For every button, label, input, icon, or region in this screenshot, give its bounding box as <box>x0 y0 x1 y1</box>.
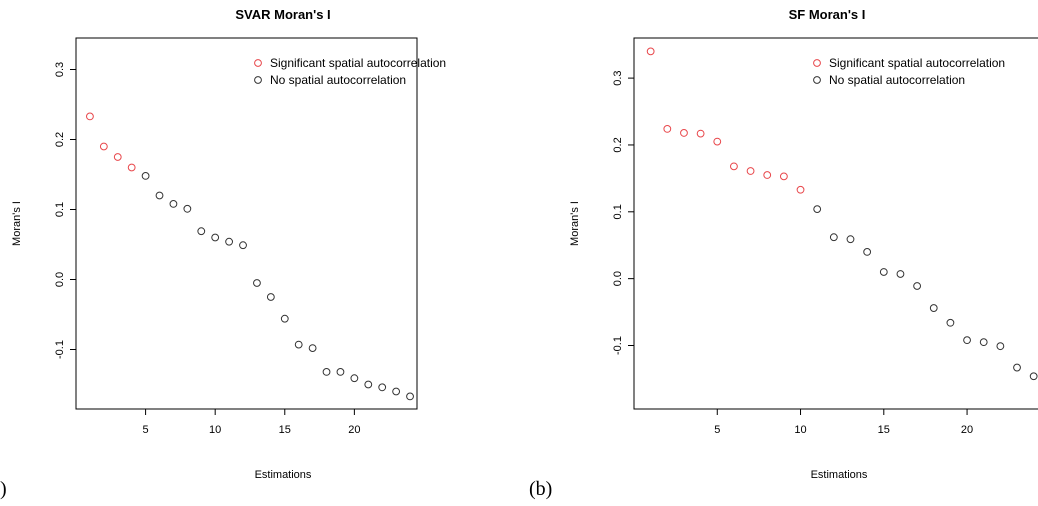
chart-b-point-not-significant <box>1029 372 1038 381</box>
chart-a-point-not-significant <box>211 233 220 242</box>
chart-b-point-not-significant <box>929 304 938 312</box>
chart-b-point-significant <box>746 167 755 175</box>
chart-a-x-axis-label: Estimations <box>255 469 312 481</box>
chart-a-y-axis-label: Moran's I <box>11 201 23 246</box>
sf-morans-i-chart: SF Moran's I 5 10 15 20 -0.1 0.0 0.1 0.2 0.3 Estim… <box>569 7 1038 481</box>
chart-a-y-tick-label: 0.1 <box>54 202 66 217</box>
chart-b-y-tick-label: -0.1 <box>612 336 624 355</box>
chart-b-point-significant <box>779 172 788 181</box>
chart-b-point-not-significant <box>996 342 1005 351</box>
chart-a-y-tick-label: 0.3 <box>54 62 66 77</box>
chart-b-x-tick-label: 15 <box>878 424 890 436</box>
chart-b-point-significant <box>763 171 772 179</box>
chart-b-point-not-significant <box>1013 363 1021 372</box>
chart-b-point-not-significant <box>946 318 955 327</box>
chart-b-point-not-significant <box>979 338 988 347</box>
chart-panel-b: SF Moran's I 5 10 15 20 -0.1 0.0 0.1 0.2 0.3 Estim… <box>519 0 1038 506</box>
chart-b-x-axis-label: Estimations <box>811 469 868 481</box>
chart-a-x-tick-label: 15 <box>279 424 291 436</box>
chart-b-point-not-significant <box>963 336 971 345</box>
chart-a-legend-marker <box>254 76 262 84</box>
chart-b-title: SF Moran's I <box>789 7 866 22</box>
chart-a-point-not-significant <box>406 392 414 401</box>
chart-b-point-not-significant <box>879 268 888 276</box>
chart-a-point-not-significant <box>308 344 317 353</box>
chart-a-point-not-significant <box>378 383 387 392</box>
chart-b-point-significant <box>713 137 722 146</box>
chart-b-x-tick-label: 20 <box>961 424 973 436</box>
chart-b-y-axis-label: Moran's I <box>569 201 581 246</box>
chart-b-point-significant <box>646 47 655 56</box>
chart-a-point-not-significant <box>183 204 192 213</box>
chart-a-y-tick-label: 0.0 <box>54 272 66 287</box>
chart-a-point-not-significant <box>336 368 345 376</box>
chart-b-point-significant <box>796 185 805 194</box>
chart-a-point-not-significant <box>364 380 373 389</box>
chart-a-point-not-significant <box>169 200 178 208</box>
chart-a-y-tick-label: 0.2 <box>54 132 66 147</box>
svar-morans-i-chart: SVAR Moran's I 5 10 15 20 -0.1 0.0 0.1 0.2 0.3 Est… <box>11 7 446 481</box>
chart-a-point-significant <box>99 142 108 151</box>
chart-a-point-not-significant <box>392 387 401 396</box>
chart-b-point-significant <box>663 125 672 133</box>
chart-b-legend-marker <box>813 59 821 67</box>
chart-b-point-not-significant <box>913 282 922 290</box>
chart-a-point-not-significant <box>141 172 150 180</box>
chart-a-point-not-significant <box>350 374 359 383</box>
chart-b-x-tick-label: 10 <box>794 424 806 436</box>
chart-b-point-significant <box>730 162 738 171</box>
chart-a-point-not-significant <box>155 191 164 200</box>
chart-a-y-tick-label: -0.1 <box>54 340 66 359</box>
chart-b-point-not-significant <box>813 205 822 214</box>
chart-b-point-significant <box>680 129 688 137</box>
chart-a-point-significant <box>127 163 136 172</box>
chart-b-point-not-significant <box>896 270 905 278</box>
chart-a-point-not-significant <box>294 340 303 349</box>
chart-b-legend-marker <box>813 76 821 84</box>
chart-b-y-tick-label: 0.2 <box>612 137 624 152</box>
chart-b-legend-label: Significant spatial autocorrelation <box>829 56 1005 70</box>
chart-b-plot-frame <box>633 37 1038 410</box>
chart-a-x-tick-label: 20 <box>348 424 360 436</box>
chart-b-point-not-significant <box>863 248 872 256</box>
chart-a-title: SVAR Moran's I <box>235 7 330 22</box>
chart-a-x-tick-label: 10 <box>209 424 221 436</box>
chart-a-point-not-significant <box>280 314 289 323</box>
chart-a-x-tick-label: 5 <box>143 424 149 436</box>
chart-b-x-tick-label: 5 <box>714 424 720 436</box>
chart-a-point-not-significant <box>266 293 275 301</box>
chart-a-point-not-significant <box>322 368 331 376</box>
chart-b-point-not-significant <box>846 235 855 244</box>
chart-b-y-tick-label: 0.0 <box>612 271 624 286</box>
chart-a-point-significant <box>113 153 122 161</box>
chart-a-legend-label: No spatial autocorrelation <box>270 73 406 87</box>
chart-a-point-significant <box>86 112 94 121</box>
panel-label-b: (b) <box>529 478 553 500</box>
chart-a-legend-marker <box>254 59 262 67</box>
chart-b-y-tick-label: 0.3 <box>612 70 624 85</box>
chart-b-point-not-significant <box>829 233 838 242</box>
chart-a-point-not-significant <box>253 279 261 287</box>
chart-b-y-tick-label: 0.1 <box>612 204 624 219</box>
chart-panel-a: SVAR Moran's I 5 10 15 20 -0.1 0.0 0.1 0.2 0.3 Est… <box>0 7 446 500</box>
chart-a-point-not-significant <box>197 227 206 236</box>
chart-a-plot-frame <box>75 37 418 410</box>
chart-b-point-significant <box>696 129 705 138</box>
chart-b-legend-label: No spatial autocorrelation <box>829 73 965 87</box>
chart-a-point-not-significant <box>225 237 234 246</box>
chart-a-legend-label: Significant spatial autocorrelation <box>270 56 446 70</box>
chart-a-point-not-significant <box>239 241 247 250</box>
panel-label-a: ) <box>0 478 7 500</box>
